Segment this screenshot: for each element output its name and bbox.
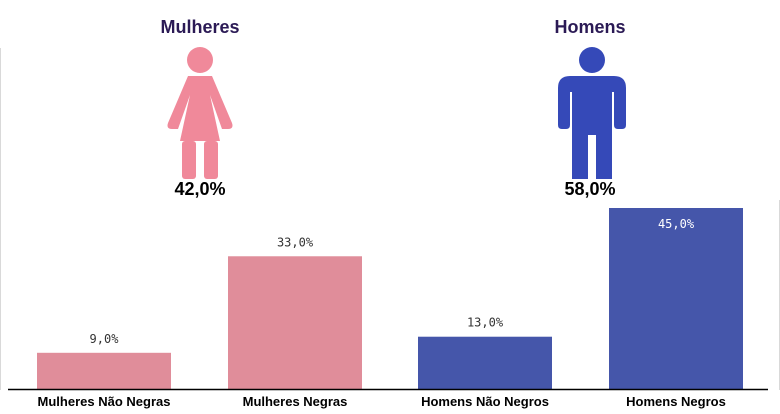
male-person-icon [558, 47, 626, 179]
category-label-homens-nao-negros: Homens Não Negros [421, 394, 549, 409]
frame-line-left [0, 48, 1, 390]
group-percent-homens: 58,0% [564, 179, 616, 199]
value-label-mulheres-nao-negras: 9,0% [90, 332, 120, 346]
group-title-mulheres: Mulheres [160, 17, 240, 37]
bar-homens-negros [609, 208, 743, 389]
category-label-mulheres-negras: Mulheres Negras [243, 394, 348, 409]
female-person-icon [167, 47, 233, 179]
group-title-homens: Homens [554, 17, 626, 37]
bar-mulheres-negras [228, 256, 362, 389]
bar-homens-nao-negros [418, 336, 552, 389]
category-label-homens-negros: Homens Negros [626, 394, 726, 409]
value-label-mulheres-negras: 33,0% [277, 235, 314, 249]
bar-mulheres-nao-negras [37, 352, 171, 389]
value-label-homens-negros: 45,0% [658, 217, 695, 231]
category-label-mulheres-nao-negras: Mulheres Não Negras [38, 394, 171, 409]
group-percent-mulheres: 42,0% [174, 179, 226, 199]
value-label-homens-nao-negros: 13,0% [467, 316, 504, 330]
